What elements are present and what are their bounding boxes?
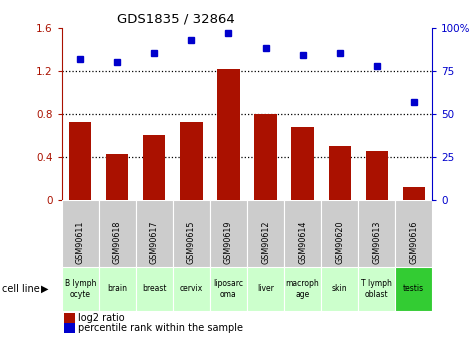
Bar xyxy=(99,200,136,267)
Bar xyxy=(395,267,432,310)
Text: GSM90616: GSM90616 xyxy=(409,221,418,264)
Text: GSM90611: GSM90611 xyxy=(76,221,85,264)
Bar xyxy=(255,114,276,200)
Text: B lymph
ocyte: B lymph ocyte xyxy=(65,279,96,299)
Bar xyxy=(173,267,210,310)
Text: log2 ratio: log2 ratio xyxy=(78,313,125,323)
Text: skin: skin xyxy=(332,284,347,294)
Text: GSM90615: GSM90615 xyxy=(187,220,196,264)
Bar xyxy=(99,267,136,310)
Bar xyxy=(247,267,284,310)
Text: GSM90617: GSM90617 xyxy=(150,220,159,264)
Bar xyxy=(329,146,351,200)
Text: GSM90619: GSM90619 xyxy=(224,220,233,264)
Bar xyxy=(321,200,358,267)
Bar xyxy=(106,154,128,200)
Bar xyxy=(210,267,247,310)
Bar xyxy=(136,200,173,267)
Bar xyxy=(210,200,247,267)
Text: percentile rank within the sample: percentile rank within the sample xyxy=(78,323,243,333)
Text: GSM90612: GSM90612 xyxy=(261,220,270,264)
Bar xyxy=(395,200,432,267)
Bar xyxy=(403,187,425,200)
Bar xyxy=(180,122,202,200)
Bar xyxy=(218,69,239,200)
Bar xyxy=(136,267,173,310)
Text: cell line: cell line xyxy=(2,284,40,294)
Bar xyxy=(366,150,388,200)
Bar xyxy=(69,122,91,200)
Text: GSM90618: GSM90618 xyxy=(113,221,122,264)
Bar xyxy=(143,136,165,200)
Text: T lymph
oblast: T lymph oblast xyxy=(361,279,392,299)
Text: GSM90614: GSM90614 xyxy=(298,221,307,264)
Bar xyxy=(358,267,395,310)
Bar xyxy=(358,200,395,267)
Text: GSM90613: GSM90613 xyxy=(372,221,381,264)
Text: macroph
age: macroph age xyxy=(285,279,320,299)
Text: ▶: ▶ xyxy=(41,284,49,294)
Text: brain: brain xyxy=(107,284,127,294)
Bar xyxy=(247,200,284,267)
Text: cervix: cervix xyxy=(180,284,203,294)
Bar xyxy=(62,267,99,310)
Text: GDS1835 / 32864: GDS1835 / 32864 xyxy=(117,12,235,25)
Bar xyxy=(321,267,358,310)
Text: breast: breast xyxy=(142,284,167,294)
Bar xyxy=(62,200,99,267)
Text: GSM90620: GSM90620 xyxy=(335,220,344,264)
Text: liver: liver xyxy=(257,284,274,294)
Bar xyxy=(173,200,210,267)
Bar xyxy=(284,200,321,267)
Text: liposarc
oma: liposarc oma xyxy=(213,279,244,299)
Bar xyxy=(292,127,314,200)
Text: testis: testis xyxy=(403,284,424,294)
Bar xyxy=(284,267,321,310)
